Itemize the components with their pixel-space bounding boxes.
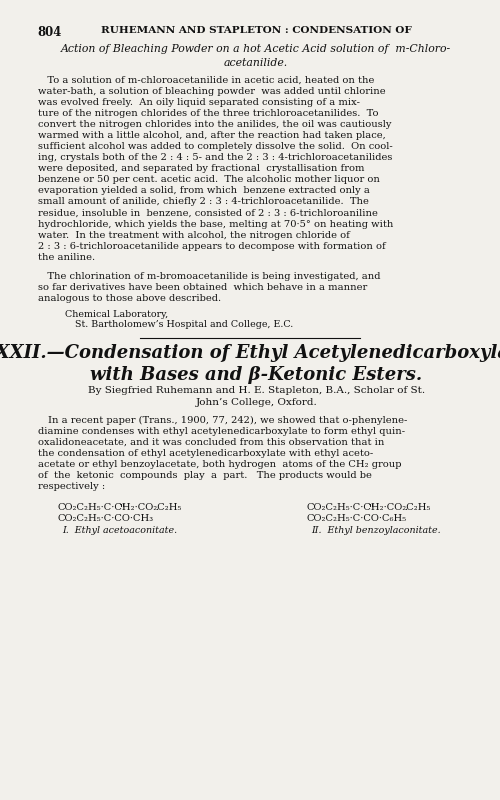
Text: convert the nitrogen chlorides into the anilides, the oil was cautiously: convert the nitrogen chlorides into the … — [38, 120, 391, 129]
Text: benzene or 50 per cent. acetic acid.  The alcoholic mother liquor on: benzene or 50 per cent. acetic acid. The… — [38, 175, 380, 184]
Text: The chlorination of m-bromoacetanilide is being investigated, and: The chlorination of m-bromoacetanilide i… — [38, 272, 380, 281]
Text: sufficient alcohol was added to completely dissolve the solid.  On cool-: sufficient alcohol was added to complete… — [38, 142, 392, 151]
Text: CO₂C₂H₅·C·CO·C₆H₅: CO₂C₂H₅·C·CO·C₆H₅ — [306, 514, 406, 523]
Text: In a recent paper (Trans., 1900, 77, 242), we showed that o-phenylene-: In a recent paper (Trans., 1900, 77, 242… — [48, 416, 407, 425]
Text: ture of the nitrogen chlorides of the three trichloroacetanilides.  To: ture of the nitrogen chlorides of the th… — [38, 109, 378, 118]
Text: acetate or ethyl benzoylacetate, both hydrogen  atoms of the CH₂ group: acetate or ethyl benzoylacetate, both hy… — [38, 460, 401, 469]
Text: respectively :: respectively : — [38, 482, 105, 491]
Text: .: . — [404, 502, 407, 511]
Text: the condensation of ethyl acetylenedicarboxylate with ethyl aceto-: the condensation of ethyl acetylenedicar… — [38, 449, 373, 458]
Text: LXXII.—Condensation of Ethyl Acetylenedicarboxylate: LXXII.—Condensation of Ethyl Acetylenedi… — [0, 344, 500, 362]
Text: Action of Bleaching Powder on a hot Acetic Acid solution of  m-Chloro-: Action of Bleaching Powder on a hot Acet… — [61, 44, 452, 54]
Text: CO₂C₂H₅·C·CO·CH₃: CO₂C₂H₅·C·CO·CH₃ — [58, 514, 154, 523]
Text: CO₂C₂H₅·C·CH₂·CO₂C₂H₅: CO₂C₂H₅·C·CH₂·CO₂C₂H₅ — [58, 502, 182, 511]
Text: water.  In the treatment with alcohol, the nitrogen chloride of: water. In the treatment with alcohol, th… — [38, 230, 350, 239]
Text: with Bases and β-Ketonic Esters.: with Bases and β-Ketonic Esters. — [90, 366, 422, 385]
Text: the aniline.: the aniline. — [38, 253, 94, 262]
Text: evaporation yielded a solid, from which  benzene extracted only a: evaporation yielded a solid, from which … — [38, 186, 370, 195]
Text: was evolved freely.  An oily liquid separated consisting of a mix-: was evolved freely. An oily liquid separ… — [38, 98, 360, 107]
Text: John’s College, Oxford.: John’s College, Oxford. — [196, 398, 317, 407]
Text: Chemical Laboratory,: Chemical Laboratory, — [65, 310, 168, 318]
Text: analogous to those above described.: analogous to those above described. — [38, 294, 220, 302]
Text: warmed with a little alcohol, and, after the reaction had taken place,: warmed with a little alcohol, and, after… — [38, 131, 385, 140]
Text: To a solution of m-chloroacetanilide in acetic acid, heated on the: To a solution of m-chloroacetanilide in … — [38, 76, 374, 85]
Text: water-bath, a solution of bleaching powder  was added until chlorine: water-bath, a solution of bleaching powd… — [38, 87, 385, 96]
Text: 2 : 3 : 6-trichloroacetanilide appears to decompose with formation of: 2 : 3 : 6-trichloroacetanilide appears t… — [38, 242, 385, 250]
Text: St. Bartholomew’s Hospital and College, E.C.: St. Bartholomew’s Hospital and College, … — [75, 320, 293, 329]
Text: diamine condenses with ethyl acetylenedicarboxylate to form ethyl quin-: diamine condenses with ethyl acetylenedi… — [38, 426, 405, 436]
Text: of  the  ketonic  compounds  play  a  part.   The products would be: of the ketonic compounds play a part. Th… — [38, 471, 372, 480]
Text: By Siegfried Ruhemann and H. E. Stapleton, B.A., Scholar of St.: By Siegfried Ruhemann and H. E. Stapleto… — [88, 386, 425, 395]
Text: so far derivatives have been obtained  which behave in a manner: so far derivatives have been obtained wh… — [38, 282, 367, 292]
Text: hydrochloride, which yields the base, melting at 70·5° on heating with: hydrochloride, which yields the base, me… — [38, 219, 393, 229]
Text: ing, crystals both of the 2 : 4 : 5- and the 2 : 3 : 4-trichloroacetanilides: ing, crystals both of the 2 : 4 : 5- and… — [38, 154, 392, 162]
Text: small amount of anilide, chiefly 2 : 3 : 4-trichloroacetanilide.  The: small amount of anilide, chiefly 2 : 3 :… — [38, 198, 368, 206]
Text: were deposited, and separated by fractional  crystallisation from: were deposited, and separated by fractio… — [38, 164, 364, 174]
Text: I.  Ethyl acetoaconitate.: I. Ethyl acetoaconitate. — [62, 526, 178, 535]
Text: acetanilide.: acetanilide. — [224, 58, 288, 69]
Text: CO₂C₂H₅·C·CH₂·CO₂C₂H₅: CO₂C₂H₅·C·CH₂·CO₂C₂H₅ — [306, 502, 430, 511]
Text: .: . — [155, 502, 158, 511]
Text: II.  Ethyl benzoylaconitate.: II. Ethyl benzoylaconitate. — [311, 526, 441, 535]
Text: 804: 804 — [38, 26, 62, 38]
Text: oxalidoneacetate, and it was concluded from this observation that in: oxalidoneacetate, and it was concluded f… — [38, 438, 384, 446]
Text: residue, insoluble in  benzene, consisted of 2 : 3 : 6-trichloroaniline: residue, insoluble in benzene, consisted… — [38, 209, 378, 218]
Text: RUHEMANN AND STAPLETON : CONDENSATION OF: RUHEMANN AND STAPLETON : CONDENSATION OF — [101, 26, 412, 34]
